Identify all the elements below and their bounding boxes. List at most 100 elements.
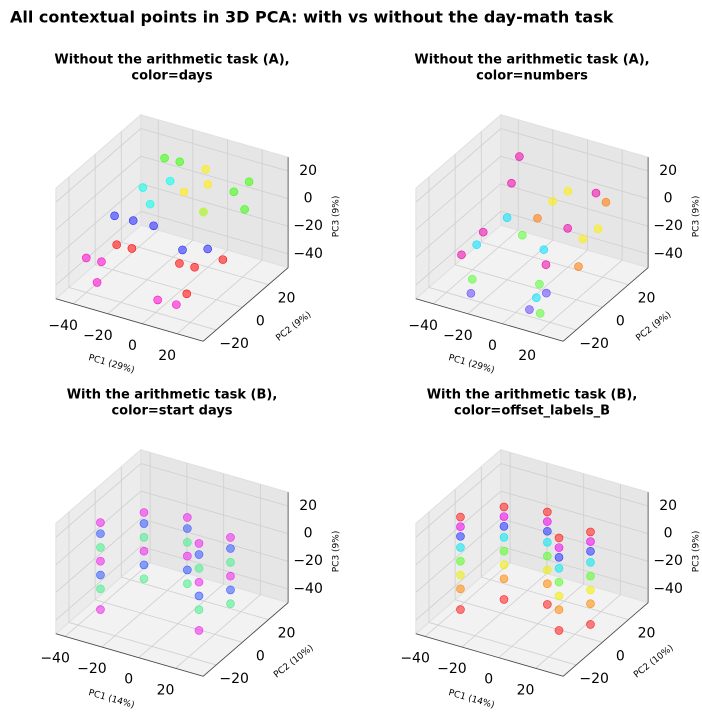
point (478, 227, 488, 237)
point (586, 546, 595, 556)
grid-line (467, 239, 554, 315)
point (554, 591, 564, 601)
point (574, 262, 583, 271)
subplot-title: color=offset_labels_B (454, 404, 610, 419)
point (194, 564, 204, 573)
point (563, 186, 573, 196)
point (194, 577, 204, 587)
point (112, 240, 121, 250)
point (183, 565, 192, 575)
point (178, 245, 187, 255)
grid-line (502, 249, 588, 325)
grid-line (500, 183, 649, 227)
grid-line (95, 264, 243, 308)
point (578, 234, 588, 244)
x-tick-label: 0 (124, 672, 133, 688)
x-axis-label: PC1 (29%) (87, 353, 135, 376)
point (139, 560, 149, 570)
point (145, 199, 155, 209)
point (543, 517, 552, 526)
axis-line (55, 633, 204, 677)
grid-line (55, 128, 142, 203)
grid-line (415, 518, 502, 593)
point (138, 183, 148, 192)
z-tick-label: −20 (653, 218, 683, 234)
point (586, 585, 595, 595)
point (199, 207, 208, 217)
point (226, 571, 235, 581)
point (507, 178, 516, 188)
grid-line (536, 259, 623, 335)
point (601, 197, 611, 207)
grid-line (140, 545, 289, 590)
grid-line (72, 229, 159, 305)
point (554, 605, 564, 615)
x-tick-label: 20 (157, 682, 175, 698)
subplot: With the arithmetic task (B),color=offse… (400, 388, 701, 711)
point (456, 556, 465, 566)
point (499, 521, 509, 531)
grid-line (455, 599, 603, 643)
point (499, 512, 509, 521)
grid-line (481, 241, 629, 286)
x-tick-label: 20 (158, 348, 176, 364)
point (226, 585, 235, 595)
point (240, 205, 249, 214)
y-tick-label: 20 (278, 291, 296, 307)
point (457, 250, 466, 260)
x-tick-label: 0 (488, 338, 497, 354)
grid-line (121, 576, 269, 621)
x-axis-label: PC1 (14%) (447, 688, 495, 711)
figure-title: All contextual points in 3D PCA: with vs… (10, 8, 614, 27)
z-tick-label: 0 (304, 191, 313, 207)
x-tick-label: 20 (517, 682, 535, 698)
point (139, 519, 149, 528)
point (175, 157, 185, 167)
point (183, 524, 192, 533)
x-tick-label: 0 (128, 338, 137, 354)
point (499, 595, 509, 604)
z-axis-label: PC3 (9%) (332, 531, 342, 573)
point (96, 570, 105, 580)
grid-line (500, 490, 649, 535)
point (456, 584, 465, 594)
subplot-title: color=days (131, 69, 212, 84)
subplot-title: With the arithmetic task (B), (67, 388, 278, 403)
point (554, 533, 564, 543)
grid-line (68, 287, 217, 331)
point (586, 620, 595, 629)
y-tick-label: 0 (256, 648, 265, 664)
point (96, 605, 105, 614)
x-tick-label: 0 (484, 672, 493, 688)
x-axis-label: PC1 (29%) (447, 353, 495, 376)
y-tick-label: −20 (579, 671, 609, 687)
grid-line (55, 463, 142, 538)
grid-line (140, 518, 289, 562)
point (149, 221, 158, 231)
grid-line (415, 211, 502, 286)
grid-line (176, 259, 263, 335)
point (456, 522, 465, 532)
z-tick-label: 20 (659, 163, 677, 179)
point (226, 533, 235, 542)
y-axis-label: PC2 (10%) (272, 643, 315, 680)
x-tick-label: −40 (400, 650, 430, 666)
point (110, 211, 119, 221)
point (586, 537, 595, 546)
grid-line (424, 562, 511, 637)
y-axis-label: PC2 (9%) (634, 310, 673, 343)
grid-line (140, 490, 289, 535)
subplot: With the arithmetic task (B),color=start… (40, 388, 341, 711)
grid-line (415, 546, 502, 621)
x-tick-label: −40 (40, 650, 70, 666)
z-tick-label: 0 (664, 526, 673, 542)
subplot-title: Without the arithmetic task (A), (414, 53, 649, 68)
z-axis-label: PC3 (9%) (332, 196, 342, 238)
point (172, 300, 181, 309)
z-tick-label: −40 (293, 246, 323, 262)
grid-line (140, 128, 289, 172)
x-tick-label: −40 (48, 318, 78, 334)
y-tick-label: 0 (616, 313, 625, 329)
grid-line (415, 155, 502, 231)
y-tick-label: −20 (219, 671, 249, 687)
